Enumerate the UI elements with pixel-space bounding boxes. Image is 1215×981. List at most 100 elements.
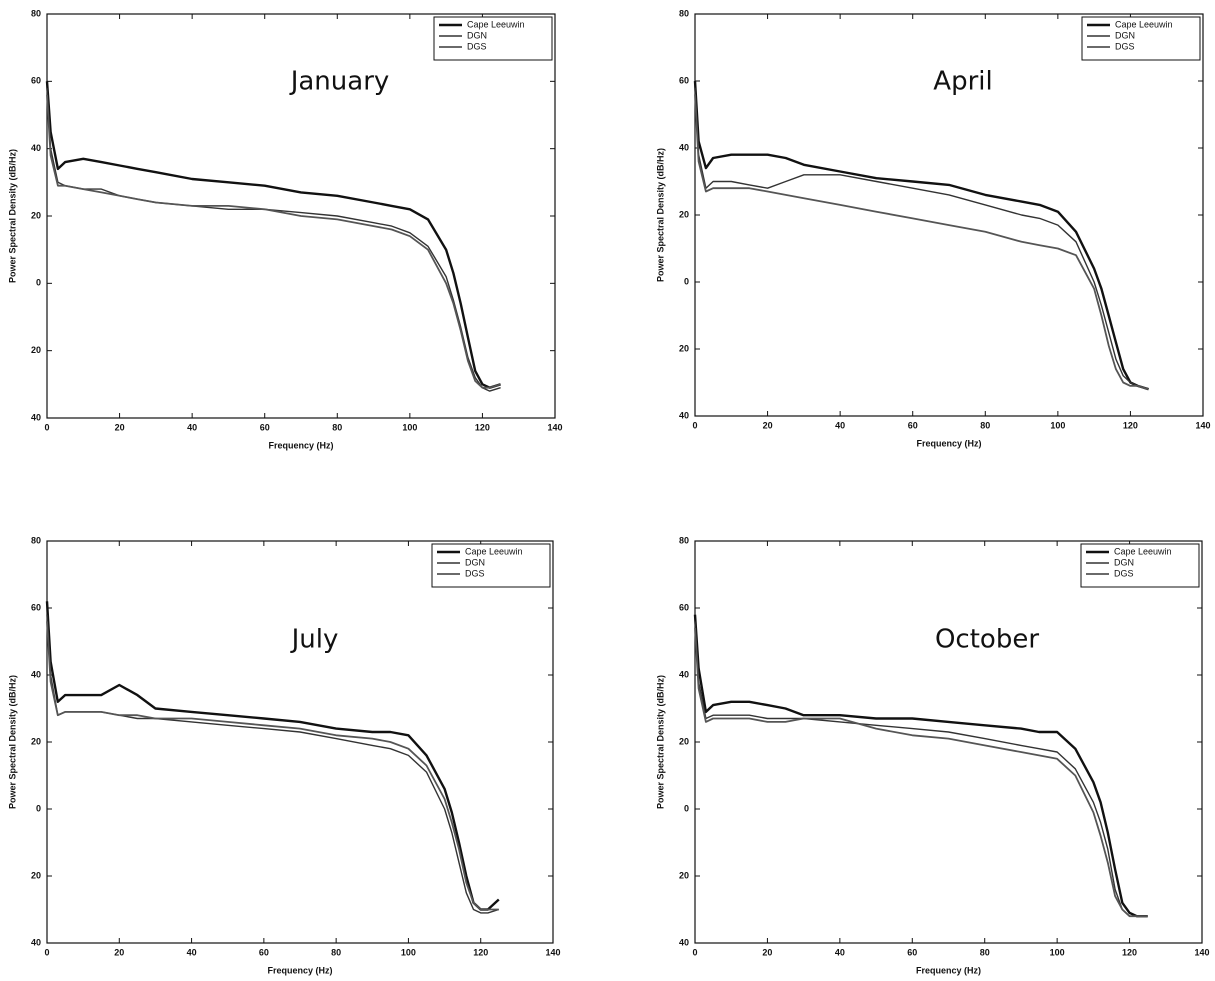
x-axis-label: Frequency (Hz) — [916, 965, 981, 975]
legend-label: DGN — [1115, 30, 1135, 40]
y-axis-label: Power Spectral Density (dB/Hz) — [655, 675, 665, 809]
x-tick-label: 140 — [1194, 947, 1209, 957]
plot-frame — [46, 540, 554, 944]
x-tick-label: 140 — [545, 947, 560, 957]
series-line — [46, 621, 499, 911]
y-tick-label: 20 — [679, 343, 689, 353]
y-tick-label: 40 — [31, 143, 41, 153]
x-tick-label: 100 — [402, 422, 417, 432]
y-tick-label: 40 — [679, 410, 689, 420]
y-tick-label: 60 — [31, 76, 41, 86]
x-tick-label: 120 — [1123, 420, 1138, 430]
x-tick-label: 0 — [44, 947, 49, 957]
x-tick-label: 0 — [692, 947, 697, 957]
series-line — [693, 614, 1148, 918]
y-tick-label: 20 — [31, 345, 41, 355]
y-tick-label: 80 — [679, 535, 689, 545]
legend-label: DGS — [465, 568, 485, 578]
y-tick-label: 20 — [31, 210, 41, 220]
x-tick-label: 140 — [1195, 420, 1210, 430]
legend-label: DGS — [467, 41, 487, 51]
y-tick-label: 40 — [31, 412, 41, 422]
x-tick-label: 60 — [908, 420, 918, 430]
y-tick-label: 40 — [679, 142, 689, 152]
x-tick-label: 80 — [980, 947, 990, 957]
x-tick-label: 60 — [260, 422, 270, 432]
y-tick-label: 40 — [31, 669, 41, 679]
series-line — [694, 87, 1149, 390]
x-tick-label: 100 — [1050, 420, 1065, 430]
legend-label: Cape Leeuwin — [467, 19, 525, 29]
plot-title: January — [289, 67, 390, 97]
y-tick-label: 20 — [679, 736, 689, 746]
x-axis-label: Frequency (Hz) — [916, 438, 981, 448]
subplot: 0 20 40 60 80 100 120 140 40 20 0 20 40 60 80 Frequency… — [655, 535, 1209, 975]
series-line — [46, 88, 501, 392]
y-tick-label: 80 — [31, 535, 41, 545]
series-line — [45, 601, 500, 911]
legend-label: Cape Leeuwin — [465, 546, 523, 556]
x-tick-label: 80 — [331, 947, 341, 957]
x-tick-label: 40 — [187, 422, 197, 432]
x-tick-label: 40 — [835, 947, 845, 957]
subplot: 0 20 40 60 80 100 120 140 40 20 0 20 40 60 80 Frequency… — [655, 8, 1210, 448]
x-tick-label: 0 — [44, 422, 49, 432]
legend-label: DGN — [467, 30, 487, 40]
x-tick-label: 40 — [187, 947, 197, 957]
y-axis-label: Power Spectral Density (dB/Hz) — [655, 148, 665, 282]
plot-title: April — [933, 67, 992, 97]
y-tick-label: 80 — [31, 8, 41, 18]
legend-label: Cape Leeuwin — [1114, 546, 1172, 556]
y-tick-label: 80 — [679, 8, 689, 18]
y-axis-label: Power Spectral Density (dB/Hz) — [7, 675, 17, 809]
plot-title: July — [290, 625, 339, 655]
x-axis-label: Frequency (Hz) — [268, 440, 333, 450]
y-tick-label: 0 — [684, 276, 689, 286]
y-tick-label: 40 — [679, 669, 689, 679]
legend-label: DGS — [1115, 41, 1135, 51]
series-line — [45, 81, 501, 389]
y-tick-label: 60 — [679, 602, 689, 612]
x-tick-label: 100 — [401, 947, 416, 957]
x-tick-label: 60 — [907, 947, 917, 957]
series-line — [693, 80, 1149, 391]
legend-label: DGN — [465, 557, 485, 567]
x-tick-label: 80 — [980, 420, 990, 430]
series-line — [46, 94, 501, 389]
y-tick-label: 60 — [679, 75, 689, 85]
x-tick-label: 120 — [475, 422, 490, 432]
plot-frame — [694, 540, 1203, 944]
x-axis-label: Frequency (Hz) — [267, 965, 332, 975]
x-tick-label: 120 — [1122, 947, 1137, 957]
y-tick-label: 0 — [36, 803, 41, 813]
y-tick-label: 60 — [31, 602, 41, 612]
x-tick-label: 20 — [762, 947, 772, 957]
subplot: 0 20 40 60 80 100 120 140 40 20 0 20 40 60 80 Frequency… — [7, 8, 562, 450]
y-tick-label: 40 — [31, 937, 41, 947]
x-tick-label: 20 — [114, 947, 124, 957]
x-tick-label: 20 — [115, 422, 125, 432]
y-tick-label: 40 — [679, 937, 689, 947]
subplot: 0 20 40 60 80 100 120 140 40 20 0 20 40 60 80 Frequency… — [7, 535, 560, 975]
x-tick-label: 100 — [1050, 947, 1065, 957]
x-tick-label: 0 — [692, 420, 697, 430]
x-tick-label: 40 — [835, 420, 845, 430]
y-tick-label: 0 — [36, 278, 41, 288]
x-tick-label: 80 — [332, 422, 342, 432]
legend-label: DGS — [1114, 568, 1134, 578]
series-line — [694, 94, 1149, 391]
x-tick-label: 20 — [763, 420, 773, 430]
x-tick-label: 60 — [259, 947, 269, 957]
y-tick-label: 20 — [31, 736, 41, 746]
series-line — [694, 621, 1148, 917]
y-axis-label: Power Spectral Density (dB/Hz) — [7, 149, 17, 283]
y-tick-label: 0 — [684, 803, 689, 813]
y-tick-label: 20 — [31, 870, 41, 880]
y-tick-label: 20 — [679, 209, 689, 219]
x-tick-label: 120 — [473, 947, 488, 957]
y-tick-label: 20 — [679, 870, 689, 880]
legend-label: DGN — [1114, 557, 1134, 567]
plot-title: October — [935, 625, 1039, 655]
series-line — [694, 628, 1148, 918]
